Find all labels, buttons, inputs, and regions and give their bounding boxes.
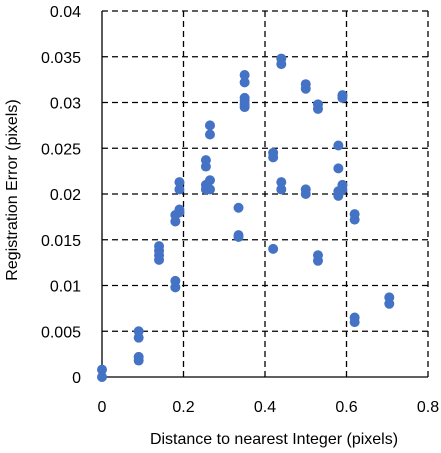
data-point	[333, 163, 344, 174]
data-point	[233, 230, 244, 241]
y-tick-label: 0.015	[41, 233, 81, 250]
y-tick-label: 0.04	[50, 4, 81, 21]
data-point	[300, 184, 311, 195]
y-tick-label: 0	[72, 370, 81, 387]
x-tick-labels: 0 0.2 0.4 0.6 0.8	[98, 399, 440, 416]
data-point	[133, 351, 144, 362]
x-tick-label: 0.2	[172, 399, 194, 416]
y-tick-label: 0.005	[41, 324, 81, 341]
y-tick-label: 0.03	[50, 96, 81, 113]
data-point	[204, 120, 215, 131]
data-point	[337, 90, 348, 101]
x-axis-title: Distance to nearest Integer (pixels)	[150, 431, 398, 448]
y-tick-label: 0.025	[41, 141, 81, 158]
y-tick-label: 0.01	[50, 279, 81, 296]
data-point	[300, 79, 311, 90]
data-point	[239, 77, 250, 88]
data-point	[312, 250, 323, 261]
data-point	[174, 177, 185, 188]
data-point	[170, 275, 181, 286]
data-point	[133, 326, 144, 337]
data-point	[333, 140, 344, 151]
data-point	[174, 204, 185, 215]
data-point	[154, 241, 165, 252]
y-tick-label: 0.035	[41, 50, 81, 67]
data-point	[239, 70, 250, 81]
data-point	[276, 53, 287, 64]
axes	[101, 11, 428, 378]
data-point	[312, 99, 323, 110]
x-tick-label: 0.4	[254, 399, 276, 416]
data-point	[239, 92, 250, 103]
data-point	[97, 372, 107, 382]
y-tick-labels: 0 0.005 0.01 0.015 0.02 0.025 0.03 0.035 0.04	[41, 4, 81, 387]
data-point	[349, 209, 360, 220]
data-point	[268, 243, 279, 254]
data-point	[204, 184, 215, 195]
y-tick-label: 0.02	[50, 187, 81, 204]
data-point	[200, 155, 211, 166]
x-tick-label: 0	[98, 399, 107, 416]
data-point	[384, 292, 395, 303]
data-point	[204, 129, 215, 140]
data-point	[337, 179, 348, 190]
x-tick-label: 0.8	[417, 399, 439, 416]
data-point	[204, 175, 215, 186]
x-tick-label: 0.6	[335, 399, 357, 416]
data-point	[233, 202, 244, 213]
data-point	[268, 147, 279, 158]
data-point	[174, 184, 185, 195]
data-point	[276, 184, 287, 195]
grid-lines	[102, 10, 429, 377]
data-point	[276, 177, 287, 188]
data-point	[349, 312, 360, 323]
data-points	[97, 53, 395, 382]
y-axis-title: Registration Error (pixels)	[4, 99, 21, 280]
data-point	[97, 364, 107, 375]
